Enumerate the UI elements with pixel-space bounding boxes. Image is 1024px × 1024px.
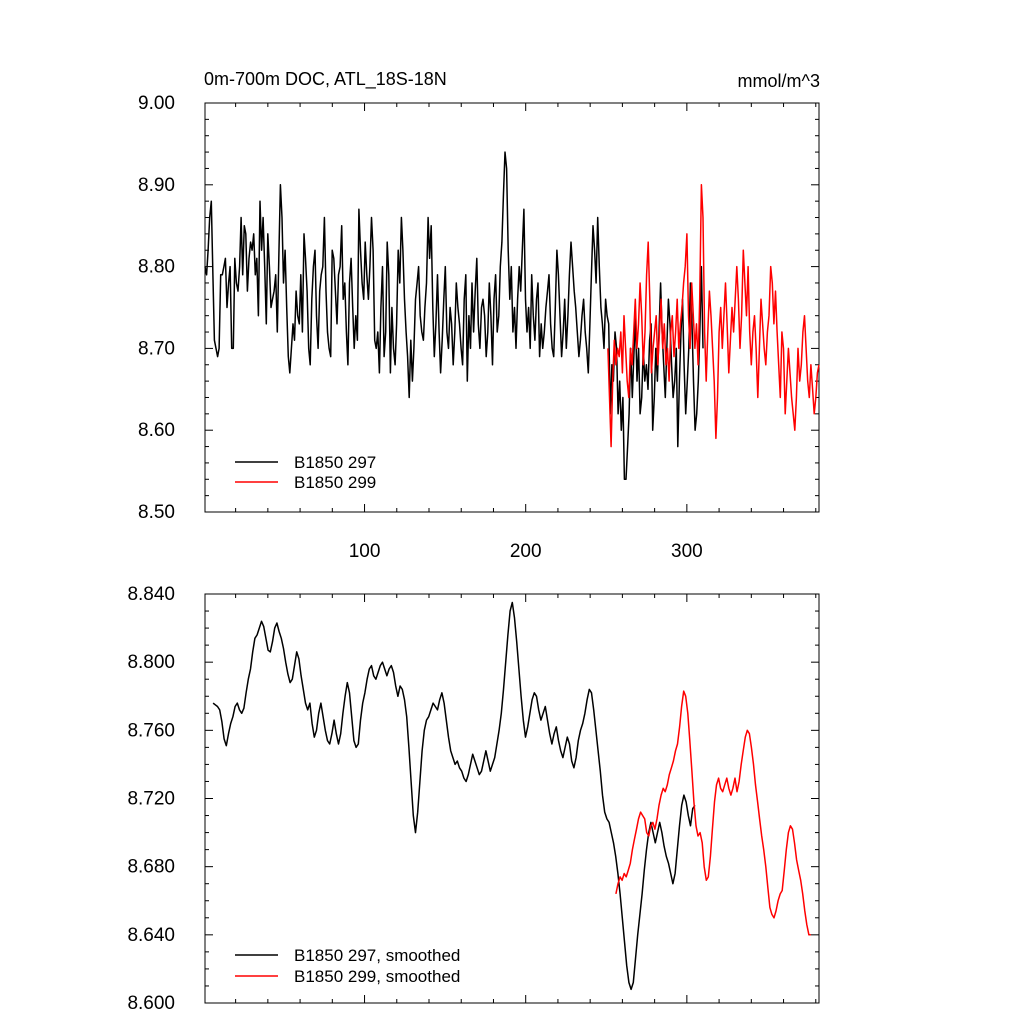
- y-tick-label: 9.00: [138, 93, 175, 114]
- y-tick-label: 8.640: [127, 925, 175, 946]
- x-tick-label: 200: [510, 541, 542, 562]
- y-tick-label: 8.80: [138, 257, 175, 278]
- tick-marks: [205, 102, 819, 513]
- y-tick-labels: 8.600 8.640 8.680 8.720 8.760 8.800 8.840: [127, 584, 175, 1014]
- y-tick-label: 8.600: [127, 993, 175, 1014]
- y-tick-label: 8.800: [127, 652, 175, 673]
- y-tick-label: 8.680: [127, 857, 175, 878]
- series-lines: [204, 151, 820, 481]
- series-line-b1850-297: [204, 151, 704, 481]
- y-tick-labels: 8.50 8.60 8.70 8.80 8.90 9.00: [138, 93, 175, 523]
- y-tick-label: 8.760: [127, 720, 175, 741]
- series-line-b1850-299: [607, 184, 820, 448]
- series-lines: [212, 601, 811, 991]
- legend-label: B1850 297: [294, 453, 376, 472]
- top-panel: 0m-700m DOC, ATL_18S-18N mmol/m^3 8.508.…: [138, 69, 820, 562]
- x-tick-label: 300: [671, 541, 703, 562]
- y-tick-label: 8.70: [138, 338, 175, 359]
- bottom-panel: 8.600 8.640 8.680 8.720 8.760 8.800 8.840 B185…: [127, 584, 820, 1014]
- y-tick-label: 8.50: [138, 502, 175, 523]
- x-tick-labels: 100 200 300: [349, 541, 703, 562]
- series-line-b1850-299-smoothed: [615, 690, 811, 936]
- tick-marks: [205, 593, 819, 1004]
- units-label: mmol/m^3: [738, 71, 820, 91]
- plot-frame: [204, 102, 820, 513]
- legend-label: B1850 299, smoothed: [294, 967, 460, 986]
- y-tick-label: 8.840: [127, 584, 175, 605]
- legend: B1850 297, smoothed B1850 299, smoothed: [235, 946, 460, 986]
- series-line-b1850-297-smoothed: [212, 601, 696, 991]
- legend-label: B1850 299: [294, 473, 376, 492]
- legend-label: B1850 297, smoothed: [294, 946, 460, 965]
- chart-title: 0m-700m DOC, ATL_18S-18N: [204, 69, 447, 90]
- y-tick-label: 8.60: [138, 420, 175, 441]
- x-tick-label: 100: [349, 541, 381, 562]
- y-tick-label: 8.720: [127, 789, 175, 810]
- y-tick-label: 8.90: [138, 175, 175, 196]
